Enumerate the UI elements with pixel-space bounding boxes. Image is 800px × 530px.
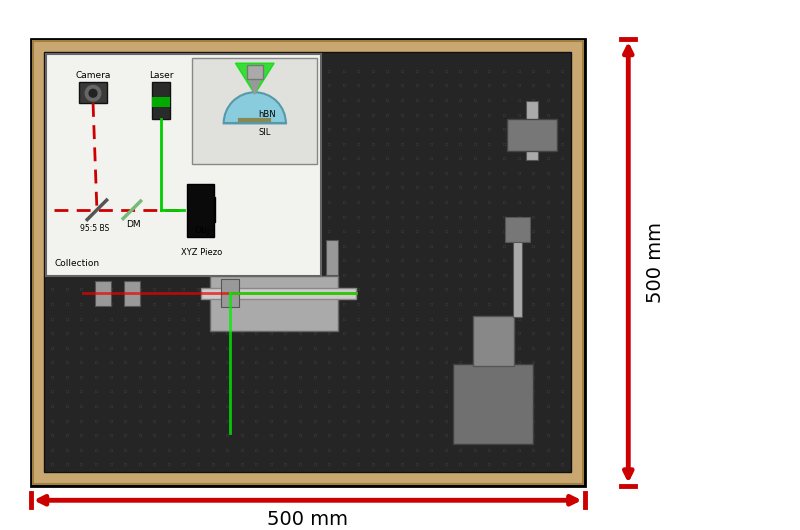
Text: Laser: Laser [149, 70, 174, 80]
FancyBboxPatch shape [187, 183, 214, 237]
Text: Camera: Camera [75, 70, 110, 80]
FancyBboxPatch shape [192, 197, 215, 223]
FancyBboxPatch shape [513, 238, 522, 317]
FancyBboxPatch shape [526, 101, 538, 160]
FancyBboxPatch shape [473, 316, 514, 366]
Circle shape [86, 85, 101, 101]
FancyBboxPatch shape [221, 279, 239, 307]
Wedge shape [224, 92, 286, 123]
FancyBboxPatch shape [505, 217, 530, 242]
FancyBboxPatch shape [95, 281, 110, 306]
Text: 500 mm: 500 mm [646, 222, 665, 303]
Text: hBN: hBN [258, 110, 276, 119]
Text: DM: DM [126, 220, 141, 229]
FancyBboxPatch shape [46, 55, 322, 276]
Text: SIL: SIL [258, 128, 271, 137]
Text: 500 mm: 500 mm [267, 510, 348, 529]
Polygon shape [248, 77, 262, 94]
FancyBboxPatch shape [79, 82, 106, 103]
Text: Obj-: Obj- [194, 226, 213, 235]
Polygon shape [235, 63, 274, 94]
FancyBboxPatch shape [247, 65, 262, 78]
Text: 95:5 BS: 95:5 BS [80, 224, 110, 233]
FancyBboxPatch shape [192, 58, 318, 164]
FancyBboxPatch shape [152, 82, 170, 119]
FancyBboxPatch shape [253, 235, 266, 270]
Text: XYZ Piezo: XYZ Piezo [182, 248, 222, 257]
Text: Collection: Collection [54, 259, 99, 268]
FancyBboxPatch shape [219, 240, 231, 275]
FancyBboxPatch shape [33, 41, 582, 484]
FancyBboxPatch shape [454, 364, 533, 444]
Circle shape [89, 90, 97, 97]
FancyBboxPatch shape [124, 281, 140, 306]
FancyBboxPatch shape [507, 119, 558, 151]
FancyBboxPatch shape [31, 39, 585, 485]
FancyBboxPatch shape [201, 288, 356, 299]
FancyBboxPatch shape [45, 52, 571, 472]
FancyBboxPatch shape [326, 240, 338, 275]
FancyBboxPatch shape [302, 240, 314, 275]
FancyBboxPatch shape [152, 97, 170, 107]
FancyBboxPatch shape [210, 276, 338, 331]
